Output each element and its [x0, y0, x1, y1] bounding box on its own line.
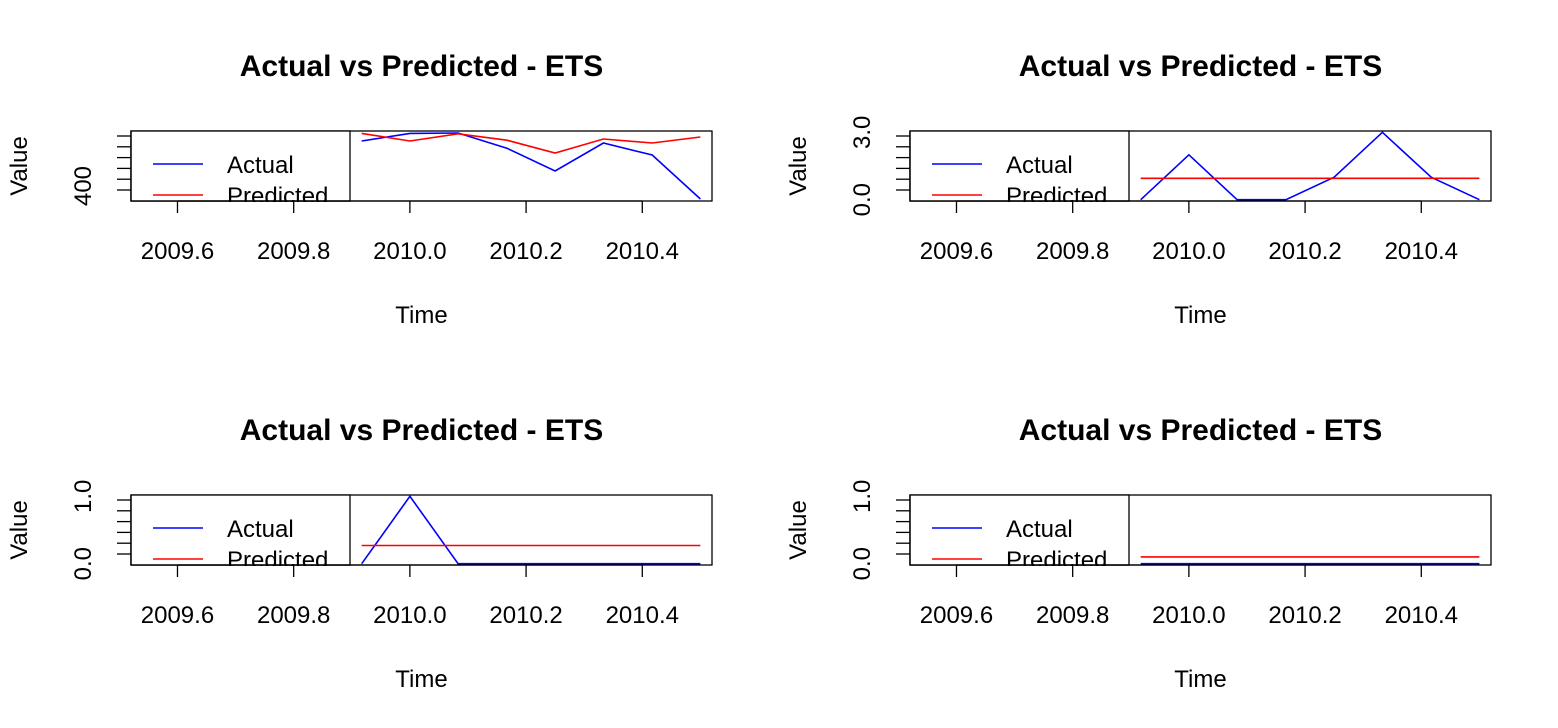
y-axis-title: Value — [785, 136, 812, 196]
x-tick-label: 2010.4 — [606, 238, 679, 265]
y-axis-title: Value — [6, 136, 33, 196]
x-tick-label: 2009.6 — [920, 238, 993, 265]
chart-title: Actual vs Predicted - ETS — [1019, 414, 1382, 447]
x-tick-label: 2010.2 — [489, 238, 562, 265]
chart-panel-4: Actual vs Predicted - ETS ActualPredicted… — [785, 414, 1492, 693]
x-axis: 2009.6 2009.8 2010.0 2010.2 2010.4 — [141, 564, 679, 629]
x-tick-label: 2009.6 — [141, 602, 214, 629]
chart-title: Actual vs Predicted - ETS — [1019, 50, 1382, 83]
legend-clip — [130, 202, 351, 210]
x-tick-label: 2009.8 — [257, 602, 330, 629]
y-axis: 400 — [70, 131, 132, 206]
chart-panel-2: Actual vs Predicted - ETS ActualPredicted… — [785, 50, 1492, 329]
chart-panel-1: Actual vs Predicted - ETS ActualPredicted… — [6, 50, 713, 329]
series-line-actual — [361, 494, 701, 565]
chart-title: Actual vs Predicted - ETS — [240, 50, 603, 83]
legend-label-actual: Actual — [227, 516, 294, 543]
y-axis: 0.0 1.0 — [70, 480, 132, 580]
x-tick-label: 2009.8 — [257, 238, 330, 265]
x-tick-label: 2010.2 — [1268, 238, 1341, 265]
x-tick-label: 2010.0 — [373, 602, 446, 629]
legend-box — [130, 494, 351, 566]
y-tick-label: 3.0 — [849, 116, 876, 149]
legend-clip — [130, 566, 351, 574]
legend-label-actual: Actual — [227, 152, 294, 179]
x-tick-label: 2010.0 — [373, 238, 446, 265]
series-line-predicted — [361, 132, 701, 154]
x-axis-title: Time — [1174, 666, 1226, 693]
y-tick-label: 0.0 — [70, 547, 97, 580]
x-axis: 2009.6 2009.8 2010.0 2010.2 2010.4 — [141, 200, 679, 265]
x-axis: 2009.6 2009.8 2010.0 2010.2 2010.4 — [920, 200, 1458, 265]
y-axis-title: Value — [785, 500, 812, 560]
x-tick-label: 2010.2 — [1268, 602, 1341, 629]
x-tick-label: 2010.0 — [1152, 238, 1225, 265]
x-tick-label: 2010.0 — [1152, 602, 1225, 629]
series-line-actual — [361, 132, 701, 200]
y-axis: 0.0 3.0 — [849, 116, 911, 216]
legend-label-actual: Actual — [1006, 152, 1073, 179]
x-tick-label: 2010.2 — [489, 602, 562, 629]
x-tick-label: 2009.8 — [1036, 602, 1109, 629]
x-tick-label: 2010.4 — [1385, 602, 1458, 629]
x-axis: 2009.6 2009.8 2010.0 2010.2 2010.4 — [920, 564, 1458, 629]
x-axis-title: Time — [1174, 302, 1226, 329]
x-tick-label: 2009.8 — [1036, 238, 1109, 265]
x-tick-label: 2010.4 — [606, 602, 679, 629]
x-tick-label: 2010.4 — [1385, 238, 1458, 265]
legend-clip — [909, 202, 1130, 210]
y-axis: 0.0 1.0 — [849, 480, 911, 580]
y-tick-label: 0.0 — [849, 183, 876, 216]
y-tick-label: 1.0 — [70, 480, 97, 513]
x-axis-title: Time — [395, 666, 447, 693]
x-axis-title: Time — [395, 302, 447, 329]
legend-clip — [909, 566, 1130, 574]
series-line-actual — [1140, 131, 1480, 201]
y-tick-label: 400 — [70, 166, 97, 206]
chart-panel-3: Actual vs Predicted - ETS ActualPredicted… — [6, 414, 713, 693]
y-tick-label: 0.0 — [849, 547, 876, 580]
y-tick-label: 1.0 — [849, 480, 876, 513]
x-tick-label: 2009.6 — [920, 602, 993, 629]
y-axis-title: Value — [6, 500, 33, 560]
x-tick-label: 2009.6 — [141, 238, 214, 265]
chart-title: Actual vs Predicted - ETS — [240, 414, 603, 447]
legend-label-actual: Actual — [1006, 516, 1073, 543]
legend-box — [909, 130, 1130, 202]
